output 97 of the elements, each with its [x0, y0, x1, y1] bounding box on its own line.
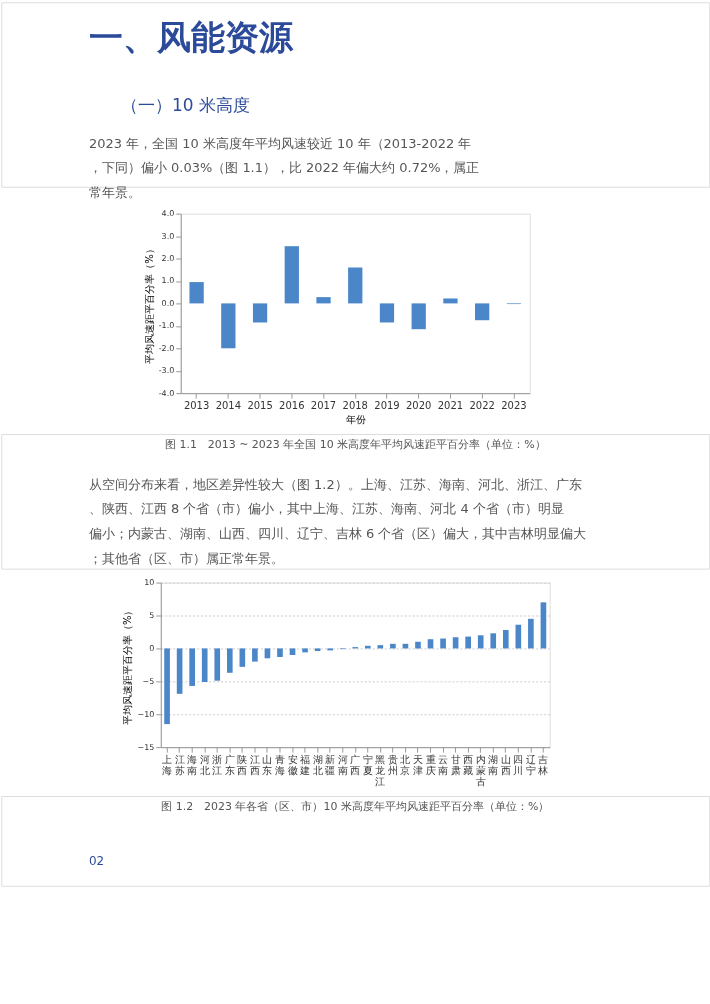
bar — [176, 648, 183, 694]
x-tick-label: 海南 — [187, 753, 198, 776]
x-tick-label: 2016 — [279, 399, 305, 411]
bar — [475, 303, 490, 321]
bar — [201, 648, 208, 682]
bar — [226, 648, 233, 673]
bar — [189, 648, 195, 686]
x-tick-label: 辽宁 — [525, 753, 536, 776]
y-tick-label: 1.0 — [161, 276, 175, 286]
bar — [415, 641, 421, 649]
x-tick-label: 山东 — [262, 753, 273, 776]
x-tick-label: 安徽 — [287, 753, 298, 776]
x-tick-label: 江苏 — [174, 753, 185, 776]
y-tick-label: -3.0 — [158, 366, 175, 376]
bar — [502, 630, 509, 649]
x-tick-label: 河南 — [337, 753, 348, 776]
y-tick-label: 4.0 — [161, 209, 175, 219]
x-tick-label: 重庆 — [425, 753, 436, 776]
bar — [528, 618, 534, 649]
chart-title: 一、风能资源 — [89, 18, 294, 58]
x-tick-label: 2022 — [469, 399, 495, 411]
text: 2023 年，全国 10 米高度年平均风速较近 10 年（2013-2022 年，下同）偏小 0.03%（图 1.1），比 2022 年偏大约 0.72%，属正常年景。 — [89, 135, 480, 201]
chart-subtitle: （一）10 米高度 — [120, 94, 250, 115]
y-tick-label: 3.0 — [161, 231, 175, 241]
y-tick-label: -2.0 — [158, 343, 175, 353]
x-tick-label: 吉林 — [537, 753, 549, 776]
x-tick-label: 2019 — [374, 399, 400, 411]
bar — [189, 282, 204, 304]
x-tick-label: 2018 — [342, 399, 368, 411]
bar — [277, 648, 283, 657]
bar — [284, 246, 299, 304]
x-tick-label: 四川 — [513, 753, 524, 776]
x-tick-label: 2014 — [215, 399, 242, 411]
x-tick-label: 2017 — [310, 399, 337, 411]
bar — [348, 267, 363, 304]
y-axis-title: 平均风速距平百分率（%） — [143, 244, 155, 364]
x-tick-label: 2013 — [183, 399, 210, 411]
y-tick-label: -1.0 — [158, 321, 175, 331]
x-tick-label: 云南 — [438, 753, 449, 776]
y-tick-label: −10 — [137, 709, 155, 719]
bar — [490, 633, 497, 649]
x-tick-label: 陕西 — [237, 753, 248, 776]
x-tick-label: 西藏 — [463, 753, 474, 776]
bar — [465, 636, 471, 649]
x-tick-label: 2021 — [437, 399, 464, 411]
x-tick-label: 广西 — [350, 753, 361, 776]
x-tick-label: 河北 — [199, 753, 210, 776]
bar — [314, 648, 321, 652]
x-tick-label: 上海 — [162, 753, 173, 776]
y-tick-label: −15 — [137, 742, 155, 752]
bar — [379, 303, 395, 323]
y-tick-label: 0.0 — [161, 298, 175, 308]
x-tick-label: 湖北 — [312, 753, 323, 776]
bar — [316, 297, 331, 304]
bar — [252, 648, 258, 662]
y-tick-label: 5 — [149, 611, 155, 621]
bar — [214, 648, 221, 681]
bar — [289, 648, 296, 656]
text: 02 — [89, 853, 105, 868]
caption: 图 1.1 2013 ~ 2023 年全国 10 米高度年平均风速距平百分率（单位：%） — [164, 437, 546, 451]
x-tick-label: 新疆 — [325, 753, 336, 776]
bar — [302, 648, 308, 653]
x-tick-label: 青海 — [274, 753, 285, 776]
bar — [440, 638, 446, 649]
text: 从空间分布来看，地区差异性较大（图 1.2）。上海、江苏、海南、河北、浙江、广东、陕西、江西 8 个省（市）偏小，其中上海、江苏、海南、河北 4 个省（市）明显偏小；内蒙古、湖南、山西、四川、辽宁、吉林 6 个省（区）偏大，其中吉林明显偏大；其他省（区、市）属正常年景。 — [89, 476, 587, 566]
bar — [390, 643, 396, 649]
x-tick-label: 广东 — [224, 753, 235, 776]
x-tick-label: 浙江 — [212, 753, 223, 776]
x-tick-label: 2015 — [247, 399, 273, 411]
y-tick-label: -4.0 — [158, 388, 175, 398]
x-tick-label: 内蒙古 — [475, 753, 486, 787]
x-tick-label: 贵州 — [387, 753, 398, 776]
bar — [252, 303, 268, 323]
y-tick-label: 10 — [144, 578, 155, 588]
x-tick-label: 江西 — [249, 753, 260, 776]
x-tick-label: 北京 — [400, 753, 411, 776]
x-axis-title: 年份 — [345, 413, 366, 425]
bar — [477, 635, 484, 649]
x-tick-label: 甘肃 — [450, 753, 461, 776]
y-tick-label: 2.0 — [161, 254, 175, 264]
bar — [221, 303, 236, 349]
bar — [239, 648, 246, 667]
bar — [411, 303, 426, 330]
bar — [164, 648, 170, 725]
x-tick-label: 湖南 — [488, 753, 499, 776]
x-tick-label: 2020 — [406, 399, 432, 411]
y-tick-label: 0 — [149, 643, 155, 653]
x-tick-label: 山西 — [500, 753, 511, 776]
x-tick-label: 2023 — [501, 399, 527, 411]
y-tick-label: −5 — [142, 676, 155, 686]
x-tick-label: 福建 — [299, 753, 311, 776]
x-tick-label: 天津 — [412, 753, 423, 776]
x-tick-label: 宁夏 — [362, 753, 373, 776]
caption: 图 1.2 2023 年各省（区、市）10 米高度年平均风速距平百分率（单位：%） — [161, 799, 550, 813]
x-tick-label: 黑龙江 — [375, 753, 386, 787]
bar — [443, 298, 458, 304]
y-axis-title: 平均风速距平百分率（%） — [122, 605, 134, 726]
